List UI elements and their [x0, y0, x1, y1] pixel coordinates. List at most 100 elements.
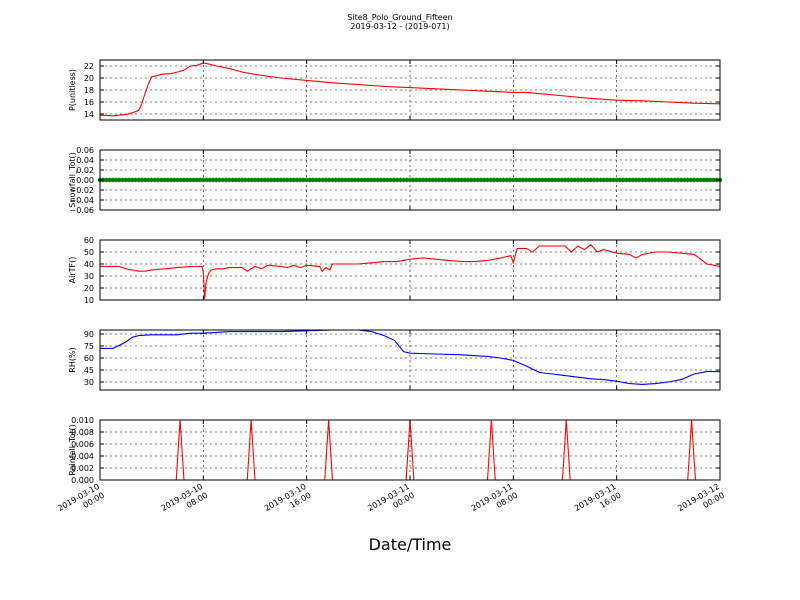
- data-point: [327, 177, 332, 183]
- data-point: [104, 177, 109, 183]
- data-point: [482, 177, 487, 183]
- data-point: [210, 177, 216, 183]
- y-tick-label: 0.008: [71, 428, 94, 437]
- data-point: [155, 177, 161, 183]
- data-point: [310, 177, 316, 183]
- data-point: [453, 177, 458, 183]
- data-point: [614, 177, 619, 183]
- y-tick-label: 18: [84, 86, 94, 95]
- data-point: [585, 177, 590, 183]
- data-point: [391, 177, 397, 183]
- data-point: [252, 177, 258, 183]
- y-axis-label: Snowfall_Tot(): [68, 152, 77, 208]
- data-point: [462, 177, 468, 183]
- data-point: [627, 177, 632, 183]
- data-point: [553, 177, 558, 183]
- data-point: [443, 177, 448, 183]
- y-tick-label: −0.06: [69, 206, 94, 215]
- data-point: [168, 177, 174, 183]
- data-point: [685, 177, 690, 183]
- data-point: [427, 177, 432, 183]
- panel-rh: 30 45 60 75 90 RH(%): [68, 329, 721, 391]
- data-point: [126, 177, 132, 183]
- data-point: [595, 177, 600, 183]
- panel-rainfall-tot: 0.000 0.002 0.004 0.006 0.008 0.010Rainfall_T…: [68, 416, 721, 485]
- data-point: [162, 177, 167, 183]
- data-point: [704, 177, 710, 183]
- data-point: [285, 177, 290, 183]
- data-point: [207, 177, 212, 183]
- data-point: [268, 177, 274, 183]
- data-point: [646, 177, 652, 183]
- panel-p-unitless: 14 16 18 20 22 P(unitless): [68, 59, 721, 121]
- data-point: [404, 177, 409, 183]
- y-tick-label: 45: [84, 366, 94, 375]
- y-tick-label: 14: [84, 110, 94, 119]
- data-point: [459, 177, 464, 183]
- data-point: [407, 177, 413, 183]
- data-point: [323, 177, 329, 183]
- data-point: [633, 177, 639, 183]
- data-point: [414, 177, 419, 183]
- data-point: [501, 177, 506, 183]
- data-point: [653, 177, 658, 183]
- data-point: [378, 177, 384, 183]
- data-point: [540, 177, 545, 183]
- data-point: [398, 177, 403, 183]
- data-point: [695, 177, 700, 183]
- y-tick-label: 16: [84, 98, 94, 107]
- series-line-rh: [100, 329, 720, 385]
- data-point: [381, 177, 387, 183]
- data-point: [172, 177, 177, 183]
- data-point: [307, 177, 313, 183]
- data-point: [188, 177, 193, 183]
- data-point: [514, 177, 519, 183]
- data-point: [220, 177, 225, 183]
- data-point: [507, 177, 513, 183]
- y-tick-label: 30: [84, 272, 94, 281]
- data-point: [130, 177, 135, 183]
- data-point: [588, 177, 594, 183]
- data-point: [430, 177, 435, 183]
- data-point: [236, 177, 242, 183]
- data-point: [214, 177, 219, 183]
- data-point: [478, 177, 484, 183]
- data-point: [217, 177, 222, 183]
- data-point: [485, 177, 490, 183]
- data-point: [498, 177, 503, 183]
- y-axis-label: AirTF(): [68, 257, 77, 284]
- data-point: [191, 177, 196, 183]
- data-point: [669, 177, 674, 183]
- data-point: [107, 177, 112, 183]
- series-line-airtf: [100, 244, 721, 299]
- data-point: [475, 177, 481, 183]
- series-line-p-unitless: [99, 62, 721, 117]
- data-point: [601, 177, 606, 183]
- data-point: [375, 177, 380, 183]
- data-point: [701, 177, 707, 183]
- data-point: [549, 177, 555, 183]
- data-point: [372, 177, 377, 183]
- panels-group: 1416182022P(unitless)−0.06−0.04−0.020.00…: [68, 59, 723, 485]
- data-point: [691, 177, 697, 183]
- data-point: [517, 177, 522, 183]
- data-point: [339, 177, 345, 183]
- data-point: [520, 177, 526, 183]
- data-point: [511, 177, 516, 183]
- data-point: [530, 177, 535, 183]
- data-point: [288, 177, 293, 183]
- data-point: [246, 177, 251, 183]
- data-point: [401, 177, 406, 183]
- data-point: [343, 177, 348, 183]
- data-point: [184, 177, 190, 183]
- data-point: [120, 177, 125, 183]
- data-point: [298, 177, 303, 183]
- data-point: [456, 177, 461, 183]
- data-point: [110, 177, 116, 183]
- data-point: [194, 177, 200, 183]
- y-tick-label: 30: [84, 378, 94, 387]
